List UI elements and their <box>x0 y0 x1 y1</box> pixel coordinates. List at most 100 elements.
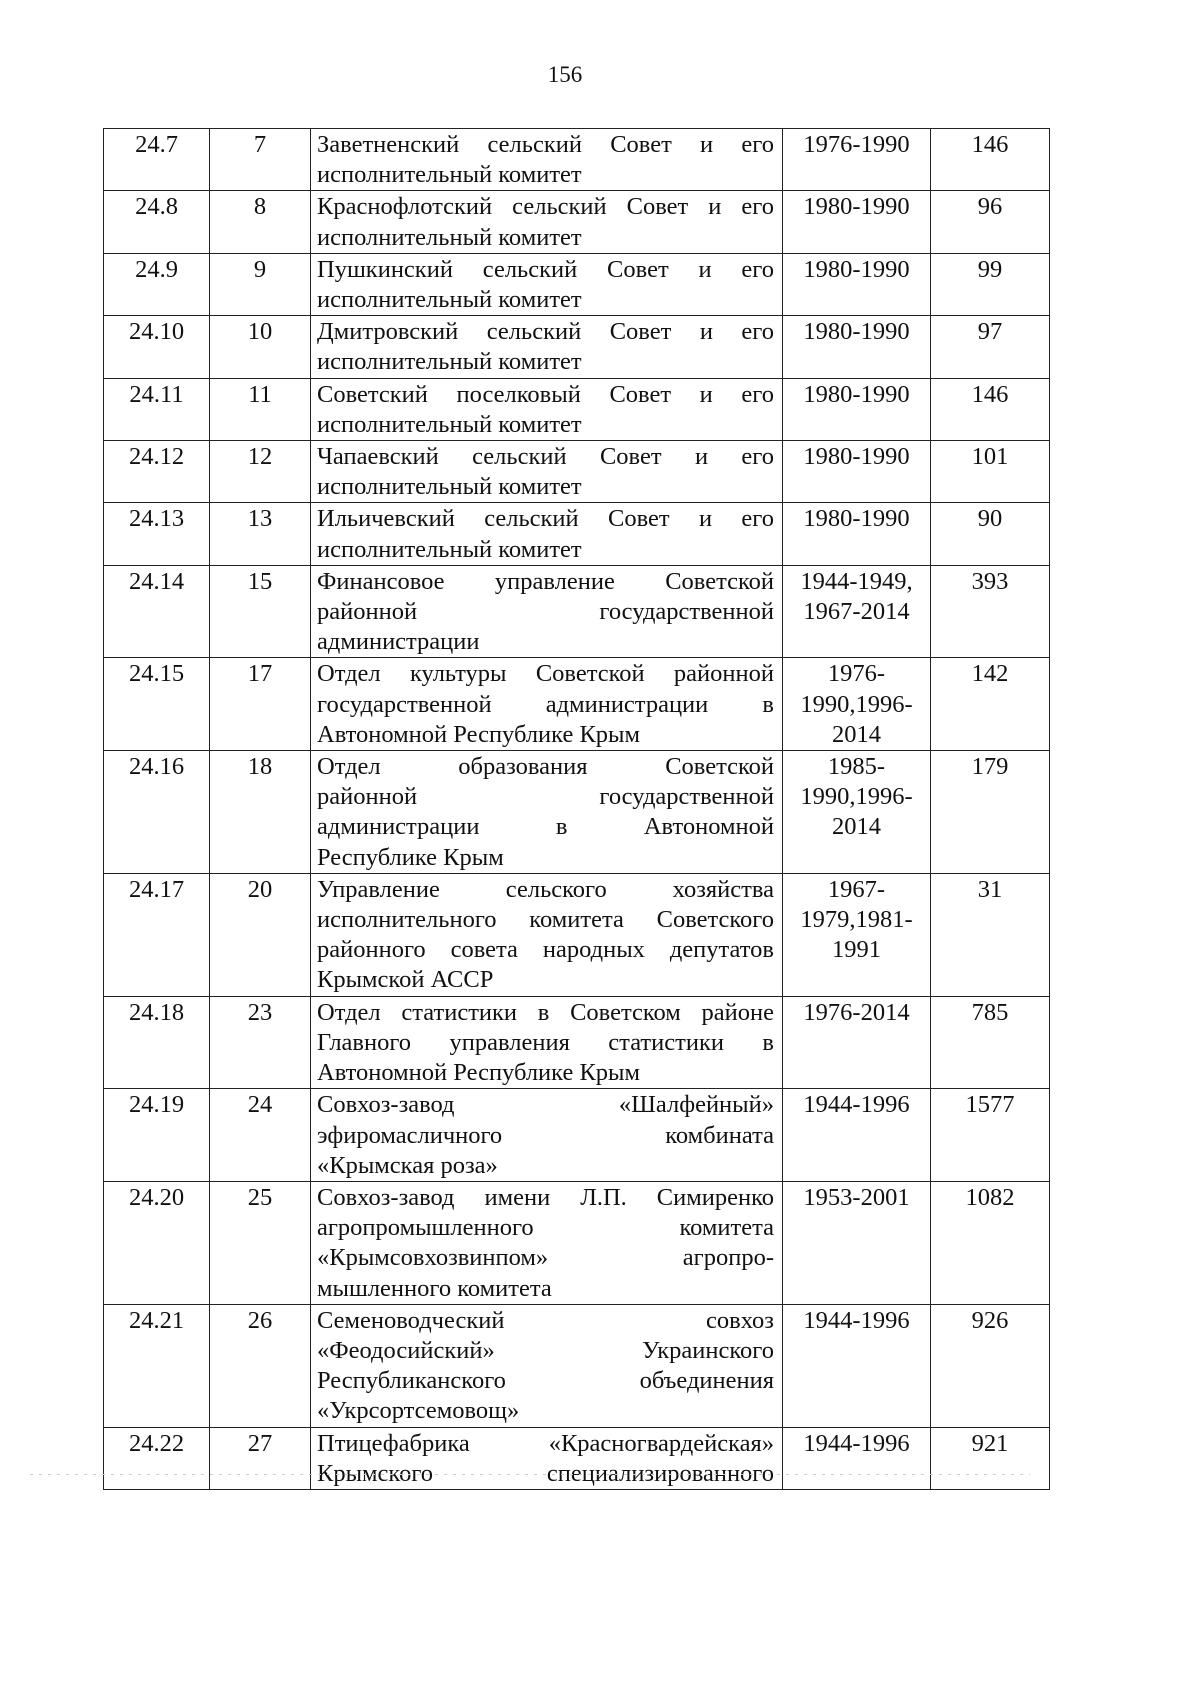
table-row: 24.12 12 Чапаевский сельский Совет и его ис… <box>103 440 1050 504</box>
fond-number-cell: 24 <box>209 1088 311 1182</box>
fond-name-cell: Советский поселковый Совет и его исполнит… <box>310 377 783 442</box>
fond-name-cell: Семеноводческий совхоз «Феодосийский» Укр… <box>310 1303 783 1428</box>
fond-index-cell: 24.7 <box>103 127 210 192</box>
table-row: 24.14 15 Финансовое управление Советской ра… <box>103 564 1050 659</box>
table-row: 24.8 8 Краснофлотский сельский Совет и его… <box>103 190 1050 254</box>
table-row: 24.19 24 Совхоз-завод «Шалфейный» эфиромасл… <box>103 1088 1050 1182</box>
table-row: 24.20 25 Совхоз-завод имени Л.П. Симиренко… <box>103 1180 1050 1305</box>
table-row: 24.21 26 Семеноводческий совхоз «Феодосийск… <box>103 1303 1050 1428</box>
dates-line: 1976-1990 <box>803 131 910 158</box>
fond-name-line: исполнительного комитета Советского <box>317 906 774 934</box>
dates-line: 1953-2001 <box>803 1183 910 1211</box>
fond-name-cell: Отдел культуры Советской районной государ… <box>310 657 783 752</box>
fond-number-cell: 8 <box>209 190 311 254</box>
fond-name-line: исполнительный комитет <box>317 161 582 189</box>
table-row: 24.22 27 Птицефабрика «Красногвардейская» К… <box>103 1426 1050 1490</box>
fond-name-line: исполнительный комитет <box>317 348 582 376</box>
fond-name-line: Отдел культуры Советской районной <box>317 660 774 688</box>
fond-number-cell: 12 <box>209 440 311 504</box>
item-count-cell: 921 <box>930 1426 1050 1490</box>
dates-line: 1985- <box>827 753 886 781</box>
fond-name-line: Отдел образования Советской <box>317 753 774 781</box>
fond-name-line: Советский поселковый Совет и его <box>317 380 774 408</box>
item-count-cell: 1082 <box>930 1180 1050 1305</box>
page-number: 156 <box>547 62 583 87</box>
dates-cell: 1944-1996 <box>782 1088 931 1182</box>
fond-index-cell: 24.15 <box>103 657 210 752</box>
fond-name-line: районного совета народных депутатов <box>317 936 774 964</box>
fond-index-cell: 24.16 <box>103 750 210 874</box>
table-row: 24.17 20 Управление сельского хозяйства исп… <box>103 872 1050 997</box>
fond-index-cell: 24.9 <box>103 252 210 317</box>
fond-number-cell: 11 <box>209 377 311 442</box>
fond-index-cell: 24.20 <box>103 1180 210 1305</box>
fond-name-line: государственной администрации в <box>317 690 774 718</box>
fond-name-cell: Управление сельского хозяйства исполнител… <box>310 872 783 997</box>
dates-line: 1980-1990 <box>803 193 910 221</box>
dates-line: 2014 <box>832 720 881 748</box>
fond-name-line: Ильичевский сельский Совет и его <box>317 505 774 533</box>
item-count-cell: 99 <box>930 252 1050 317</box>
dates-line: 2014 <box>832 813 881 841</box>
table-row: 24.10 10 Дмитровский сельский Совет и его и… <box>103 315 1050 379</box>
dates-cell: 1980-1990 <box>782 252 931 317</box>
item-count-cell: 101 <box>930 440 1050 504</box>
dates-line: 1976- <box>827 660 886 688</box>
fond-name-cell: Финансовое управление Советской районной … <box>310 564 783 659</box>
fond-index-cell: 24.12 <box>103 440 210 504</box>
fond-name-line: Птицефабрика «Красногвардейская» <box>317 1429 774 1457</box>
fond-name-line: Отдел статистики в Советском районе <box>317 998 774 1026</box>
fond-name-cell: Ильичевский сельский Совет и его исполнит… <box>310 502 783 566</box>
table-row: 24.11 11 Советский поселковый Совет и его и… <box>103 377 1050 442</box>
dates-line: 1967-2014 <box>803 598 910 626</box>
item-count-cell: 96 <box>930 190 1050 254</box>
item-count-cell: 31 <box>930 872 1050 997</box>
fond-index-cell: 24.21 <box>103 1303 210 1428</box>
dates-line: 1990,1996- <box>800 783 913 811</box>
dates-line: 1944-1996 <box>803 1091 910 1119</box>
item-count-cell: 393 <box>930 564 1050 659</box>
item-count-cell: 926 <box>930 1303 1050 1428</box>
fond-name-line: районной государственной <box>317 783 774 811</box>
table-row: 24.9 9 Пушкинский сельский Совет и его испо… <box>103 252 1050 317</box>
fond-number-cell: 20 <box>209 872 311 997</box>
fond-name-line: мышленного комитета <box>317 1274 552 1302</box>
fond-name-line: Крымской АССР <box>317 966 494 994</box>
fond-number-cell: 7 <box>209 127 311 192</box>
fond-name-cell: Отдел образования Советской районной госу… <box>310 750 783 874</box>
dates-cell: 1980-1990 <box>782 440 931 504</box>
fond-index-cell: 24.19 <box>103 1088 210 1182</box>
dates-cell: 1980-1990 <box>782 190 931 254</box>
table-body: 24.7 7 Заветненский сельский Совет и его ис… <box>103 127 1050 1490</box>
dates-line: 1976-2014 <box>803 998 910 1026</box>
fond-number-cell: 15 <box>209 564 311 659</box>
fond-number-cell: 26 <box>209 1303 311 1428</box>
fond-name-line: Совхоз-завод имени Л.П. Симиренко <box>317 1183 774 1211</box>
fond-name-line: Финансовое управление Советской <box>317 567 774 595</box>
fond-name-line: администрации <box>317 628 480 656</box>
fond-name-cell: Птицефабрика «Красногвардейская» Крымског… <box>310 1426 783 1490</box>
dates-line: 1990,1996- <box>800 690 913 718</box>
fond-index-cell: 24.10 <box>103 315 210 379</box>
fond-number-cell: 9 <box>209 252 311 317</box>
dates-cell: 1976- 1990,1996- 2014 <box>782 657 931 752</box>
dates-cell: 1944-1996 <box>782 1303 931 1428</box>
fond-index-cell: 24.8 <box>103 190 210 254</box>
fond-name-cell: Чапаевский сельский Совет и его исполните… <box>310 440 783 504</box>
fond-name-cell: Краснофлотский сельский Совет и его испол… <box>310 190 783 254</box>
item-count-cell: 90 <box>930 502 1050 566</box>
dates-line: 1979,1981- <box>800 906 913 934</box>
fond-name-line: Дмитровский сельский Совет и его <box>317 318 774 346</box>
fond-name-line: администрации в Автономной <box>317 813 774 841</box>
item-count-cell: 146 <box>930 377 1050 442</box>
item-count-cell: 146 <box>930 127 1050 192</box>
fond-name-line: районной государственной <box>317 598 774 626</box>
dates-line: 1967- <box>827 875 886 903</box>
fond-name-line: «Крымская роза» <box>317 1151 498 1179</box>
fond-name-cell: Дмитровский сельский Совет и его исполнит… <box>310 315 783 379</box>
item-count-cell: 179 <box>930 750 1050 874</box>
fond-name-line: Республиканского объединения <box>317 1367 774 1395</box>
dates-cell: 1980-1990 <box>782 502 931 566</box>
fond-name-line: Заветненский сельский Совет и его <box>317 131 774 158</box>
fond-name-line: Совхоз-завод «Шалфейный» <box>317 1091 774 1119</box>
